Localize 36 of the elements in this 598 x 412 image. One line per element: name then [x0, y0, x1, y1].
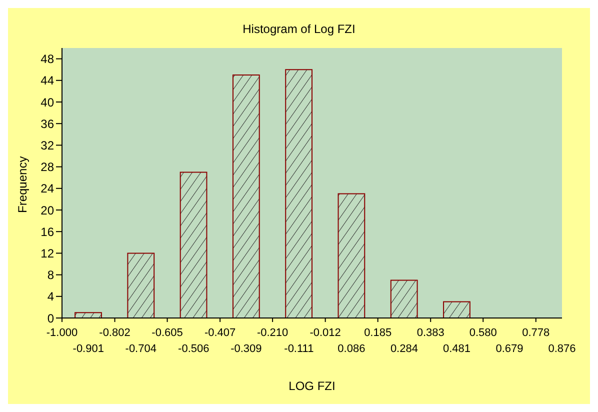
x2-tick-label: -0.704: [125, 343, 156, 355]
y-tick-label: 28: [40, 160, 54, 174]
x2-tick-label: 0.481: [442, 343, 470, 355]
x-tick-label: 0.383: [416, 327, 444, 339]
y-tick-label: 16: [40, 224, 54, 239]
x-tick-label: -0.605: [152, 327, 183, 339]
x2-tick-label: -0.901: [72, 343, 104, 355]
y-axis-title: Frequency: [15, 156, 30, 213]
y-tick-label: 8: [47, 268, 54, 282]
x-tick-label: -0.210: [256, 327, 288, 339]
chart-title: Histogram of Log FZI: [242, 22, 356, 36]
y-tick-label: 44: [40, 74, 54, 88]
y-tick-label: 36: [40, 116, 54, 131]
y-tick-label: 0: [47, 311, 54, 326]
x-tick-label: -0.802: [99, 327, 130, 339]
y-tick-label: 20: [40, 203, 54, 218]
y-tick-label: 32: [40, 138, 54, 152]
y-tick-label: 48: [40, 52, 54, 66]
x-tick-label: -0.012: [310, 327, 341, 339]
x2-tick-label: -0.309: [230, 343, 262, 355]
x-tick-label: 0.185: [364, 327, 392, 339]
x2-tick-label: 0.086: [338, 343, 366, 355]
x-tick-label: 0.778: [522, 327, 550, 339]
x-tick-label: -1.000: [46, 327, 78, 339]
y-tick-label: 4: [47, 290, 54, 304]
x2-tick-label: -0.506: [178, 343, 210, 355]
x2-tick-label: 0.876: [548, 343, 576, 355]
x-tick-label: 0.580: [469, 327, 497, 339]
x-axis-title: LOG FZI: [288, 379, 336, 393]
y-tick-label: 40: [40, 95, 54, 110]
y-tick-label: 24: [40, 182, 54, 196]
x2-tick-label: 0.284: [390, 343, 418, 355]
x2-tick-label: 0.679: [496, 343, 524, 355]
x2-tick-label: -0.111: [284, 343, 314, 355]
x-tick-label: -0.407: [204, 327, 236, 339]
y-tick-label: 12: [40, 246, 54, 260]
